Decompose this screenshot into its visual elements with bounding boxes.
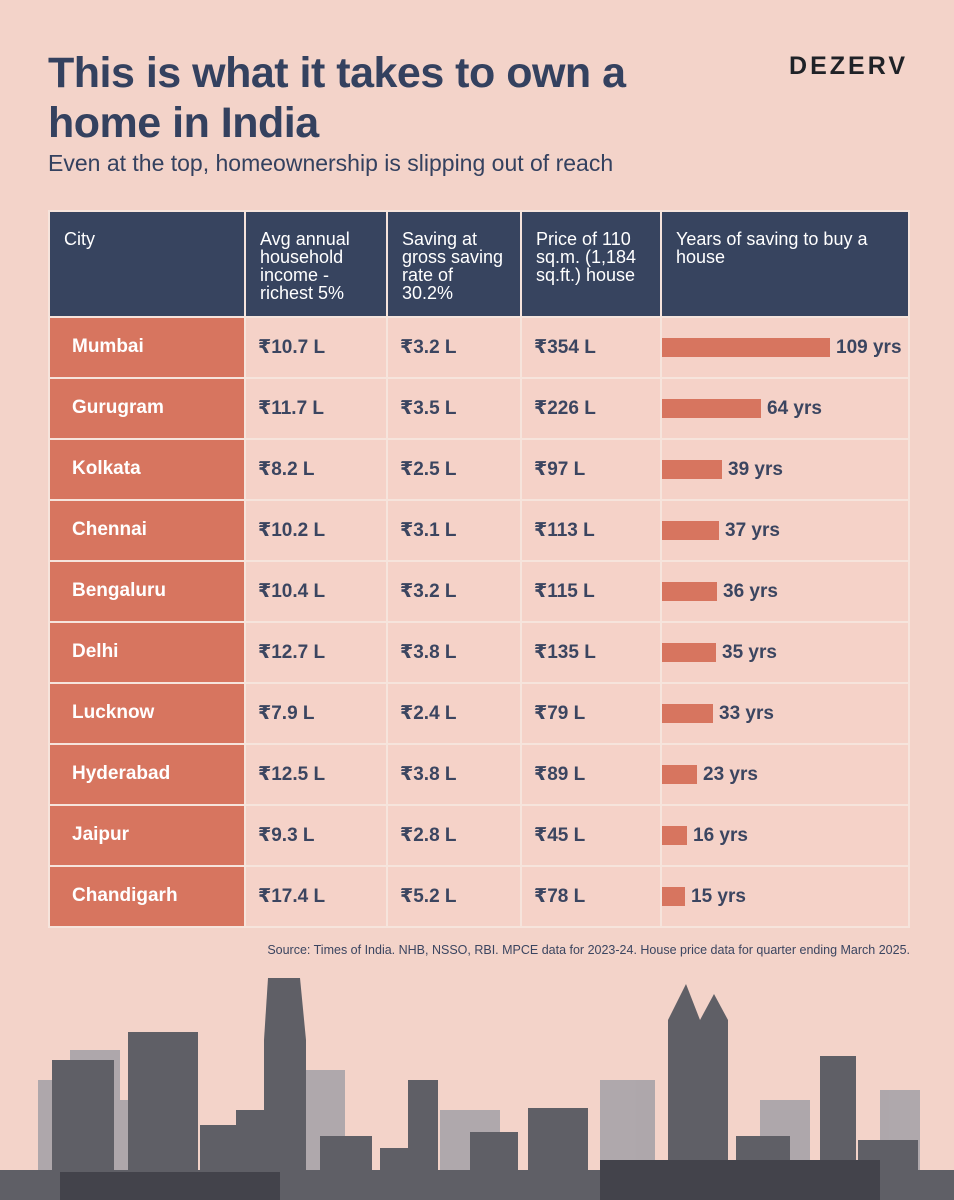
years-label: 36 yrs [723, 581, 778, 602]
column-header-years: Years of saving to buy a house [660, 210, 910, 318]
city-cell: Delhi [48, 621, 246, 684]
price-cell: ₹79 L [520, 682, 662, 745]
years-label: 16 yrs [693, 825, 748, 846]
years-label: 15 yrs [691, 886, 746, 907]
city-cell: Hyderabad [48, 743, 246, 806]
years-bar [662, 460, 722, 479]
table-row: Delhi ₹12.7 L ₹3.8 L ₹135 L 35 yrs [48, 621, 910, 684]
years-label: 35 yrs [722, 642, 777, 663]
city-cell: Jaipur [48, 804, 246, 867]
price-cell: ₹226 L [520, 377, 662, 440]
years-cell: 35 yrs [660, 621, 910, 684]
years-bar [662, 643, 716, 662]
saving-cell: ₹3.2 L [386, 316, 522, 379]
years-label: 39 yrs [728, 459, 783, 480]
years-label: 109 yrs [836, 337, 902, 358]
years-bar [662, 704, 713, 723]
years-cell: 109 yrs [660, 316, 910, 379]
city-cell: Bengaluru [48, 560, 246, 623]
years-bar [662, 765, 697, 784]
table-row: Chennai ₹10.2 L ₹3.1 L ₹113 L 37 yrs [48, 499, 910, 562]
income-cell: ₹10.2 L [244, 499, 388, 562]
price-cell: ₹135 L [520, 621, 662, 684]
years-label: 37 yrs [725, 520, 780, 541]
saving-cell: ₹3.8 L [386, 743, 522, 806]
city-cell: Chandigarh [48, 865, 246, 928]
years-bar [662, 338, 830, 357]
price-cell: ₹78 L [520, 865, 662, 928]
income-cell: ₹8.2 L [244, 438, 388, 501]
years-bar [662, 826, 687, 845]
price-cell: ₹354 L [520, 316, 662, 379]
table-body: Mumbai ₹10.7 L ₹3.2 L ₹354 L 109 yrs Gurugram… [48, 316, 910, 928]
source-note: Source: Times of India. NHB, NSSO, RBI. … [267, 943, 910, 957]
years-bar [662, 887, 685, 906]
income-cell: ₹10.4 L [244, 560, 388, 623]
page-subtitle: Even at the top, homeownership is slippi… [48, 150, 614, 176]
city-cell: Chennai [48, 499, 246, 562]
saving-cell: ₹3.1 L [386, 499, 522, 562]
income-cell: ₹7.9 L [244, 682, 388, 745]
table-row: Gurugram ₹11.7 L ₹3.5 L ₹226 L 64 yrs [48, 377, 910, 440]
column-header-saving: Saving at gross saving rate of 30.2% [386, 210, 522, 318]
price-cell: ₹45 L [520, 804, 662, 867]
saving-cell: ₹3.8 L [386, 621, 522, 684]
years-cell: 16 yrs [660, 804, 910, 867]
column-header-income: Avg annual household income - richest 5% [244, 210, 388, 318]
years-label: 23 yrs [703, 764, 758, 785]
table-row: Hyderabad ₹12.5 L ₹3.8 L ₹89 L 23 yrs [48, 743, 910, 806]
price-cell: ₹97 L [520, 438, 662, 501]
years-bar [662, 582, 717, 601]
page-title: This is what it takes to own a home in I… [48, 49, 626, 147]
city-cell: Kolkata [48, 438, 246, 501]
price-cell: ₹115 L [520, 560, 662, 623]
years-label: 64 yrs [767, 398, 822, 419]
table-row: Lucknow ₹7.9 L ₹2.4 L ₹79 L 33 yrs [48, 682, 910, 745]
table-header-row: City Avg annual household income - riche… [48, 210, 910, 318]
price-cell: ₹113 L [520, 499, 662, 562]
saving-cell: ₹5.2 L [386, 865, 522, 928]
column-header-price: Price of 110 sq.m. (1,184 sq.ft.) house [520, 210, 662, 318]
years-bar [662, 521, 719, 540]
income-cell: ₹17.4 L [244, 865, 388, 928]
table-row: Mumbai ₹10.7 L ₹3.2 L ₹354 L 109 yrs [48, 316, 910, 379]
income-cell: ₹9.3 L [244, 804, 388, 867]
city-cell: Mumbai [48, 316, 246, 379]
years-bar [662, 399, 761, 418]
brand-logo: DEZERV [789, 52, 908, 80]
years-cell: 39 yrs [660, 438, 910, 501]
city-cell: Lucknow [48, 682, 246, 745]
years-cell: 37 yrs [660, 499, 910, 562]
saving-cell: ₹3.2 L [386, 560, 522, 623]
city-skyline-illustration [0, 978, 954, 1200]
table-row: Chandigarh ₹17.4 L ₹5.2 L ₹78 L 15 yrs [48, 865, 910, 928]
years-cell: 23 yrs [660, 743, 910, 806]
saving-cell: ₹2.4 L [386, 682, 522, 745]
saving-cell: ₹2.8 L [386, 804, 522, 867]
saving-cell: ₹2.5 L [386, 438, 522, 501]
table-row: Bengaluru ₹10.4 L ₹3.2 L ₹115 L 36 yrs [48, 560, 910, 623]
years-cell: 15 yrs [660, 865, 910, 928]
city-cell: Gurugram [48, 377, 246, 440]
housing-table: City Avg annual household income - riche… [48, 210, 910, 928]
table-row: Kolkata ₹8.2 L ₹2.5 L ₹97 L 39 yrs [48, 438, 910, 501]
years-label: 33 yrs [719, 703, 774, 724]
years-cell: 64 yrs [660, 377, 910, 440]
income-cell: ₹12.7 L [244, 621, 388, 684]
years-cell: 33 yrs [660, 682, 910, 745]
table-row: Jaipur ₹9.3 L ₹2.8 L ₹45 L 16 yrs [48, 804, 910, 867]
column-header-city: City [48, 210, 246, 318]
price-cell: ₹89 L [520, 743, 662, 806]
income-cell: ₹10.7 L [244, 316, 388, 379]
income-cell: ₹11.7 L [244, 377, 388, 440]
saving-cell: ₹3.5 L [386, 377, 522, 440]
income-cell: ₹12.5 L [244, 743, 388, 806]
years-cell: 36 yrs [660, 560, 910, 623]
